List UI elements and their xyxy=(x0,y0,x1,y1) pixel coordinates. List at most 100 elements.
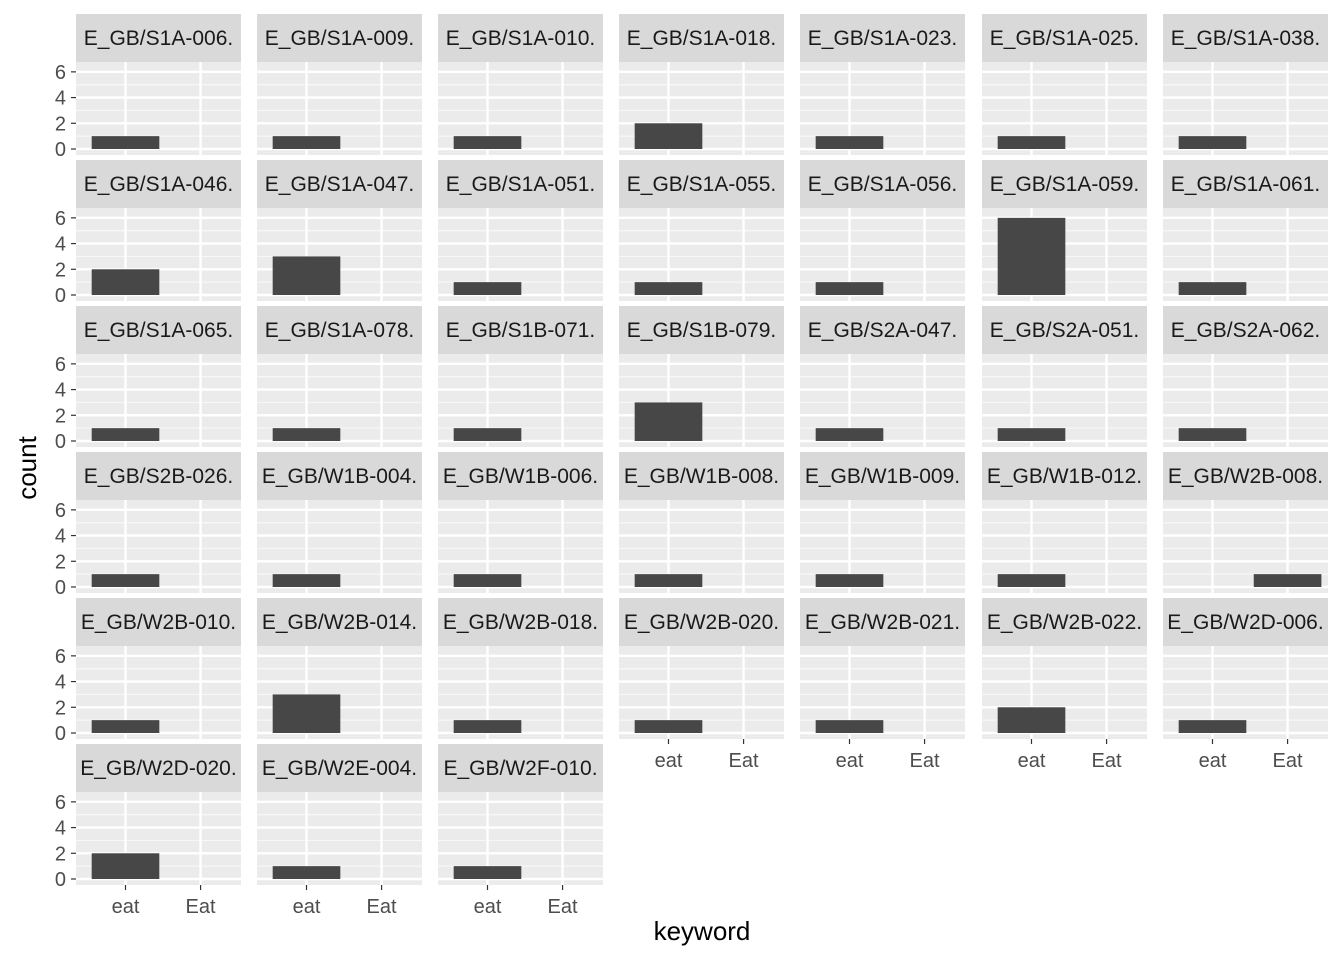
y-tick-label: 2 xyxy=(55,113,66,135)
y-axis-title: count xyxy=(12,435,42,499)
bar-eat xyxy=(1178,428,1247,441)
bar-eat xyxy=(997,136,1066,149)
facet-strip-label: E_GB/S1A-025. xyxy=(990,27,1139,50)
facet-panel: E_GB/S1A-059. xyxy=(982,160,1147,301)
facet-panel: E_GB/W2D-006.eat Eat xyxy=(1163,598,1328,772)
bar-eat xyxy=(453,282,522,295)
facet-strip-label: E_GB/S2A-051. xyxy=(990,319,1139,342)
facet-strip xyxy=(1163,452,1328,500)
bar-eat xyxy=(634,282,703,295)
y-tick-label: 2 xyxy=(55,551,66,573)
facet-panel: E_GB/S1A-046. 0 2 4 6 xyxy=(55,160,241,307)
y-tick-label: 6 xyxy=(55,646,66,668)
facet-strip-label: E_GB/S1A-065. xyxy=(84,319,233,342)
y-tick-label: 4 xyxy=(55,672,66,694)
facet-strip xyxy=(438,14,603,62)
bar-eat xyxy=(453,574,522,587)
facet-strip xyxy=(438,598,603,646)
facet-panel: E_GB/S1A-025. xyxy=(982,14,1147,155)
bar-eat xyxy=(815,428,884,441)
bar-eat xyxy=(453,720,522,733)
facet-strip xyxy=(76,598,241,646)
facet-strip-label: E_GB/W2B-018. xyxy=(443,611,598,634)
x-tick-label: eat xyxy=(655,750,683,772)
bar-eat xyxy=(1178,720,1247,733)
x-tick-label: Eat xyxy=(367,896,397,918)
facet-panel: E_GB/S2B-026. 0 2 4 6 xyxy=(55,452,241,599)
facet-strip-label: E_GB/W1B-004. xyxy=(262,465,417,488)
facet-strip-label: E_GB/W2D-020. xyxy=(80,757,236,780)
facet-strip-label: E_GB/S1B-079. xyxy=(627,319,776,342)
bar-eat xyxy=(91,853,160,879)
facet-strip-label: E_GB/S1A-006. xyxy=(84,27,233,50)
facet-strip-label: E_GB/S1A-056. xyxy=(808,173,957,196)
facet-strip-label: E_GB/W1B-009. xyxy=(805,465,960,488)
facet-strip xyxy=(438,306,603,354)
facet-strip xyxy=(619,306,784,354)
facet-strip xyxy=(982,306,1147,354)
facet-panel: E_GB/S2A-051. xyxy=(982,306,1147,447)
facet-panel: E_GB/W2D-020. 0 2 4 6 eat Eat xyxy=(55,744,241,918)
bar-eat xyxy=(272,256,341,295)
facet-panel: E_GB/S1A-023. xyxy=(800,14,965,155)
y-tick-label: 6 xyxy=(55,354,66,376)
facet-strip xyxy=(257,14,422,62)
facet-panel: E_GB/W1B-006. xyxy=(438,452,603,593)
bar-eat xyxy=(91,720,160,733)
facet-panel: E_GB/W1B-012. xyxy=(982,452,1147,593)
y-tick-label: 2 xyxy=(55,697,66,719)
facet-strip xyxy=(257,598,422,646)
facet-strip-label: E_GB/S1A-023. xyxy=(808,27,957,50)
y-tick-label: 4 xyxy=(55,88,66,110)
bar-eat xyxy=(272,574,341,587)
y-tick-label: 2 xyxy=(55,843,66,865)
bar-eat xyxy=(272,866,341,879)
facet-strip-label: E_GB/W2B-010. xyxy=(81,611,236,634)
facet-strip-label: E_GB/S1A-009. xyxy=(265,27,414,50)
x-tick-label: eat xyxy=(1018,750,1046,772)
facet-strip xyxy=(800,452,965,500)
bar-eat xyxy=(815,720,884,733)
facet-strip-label: E_GB/W1B-008. xyxy=(624,465,779,488)
facet-strip xyxy=(76,306,241,354)
facet-strip xyxy=(76,744,241,792)
facet-panel: E_GB/S2A-047. xyxy=(800,306,965,447)
facet-panel: E_GB/S2A-062. xyxy=(1163,306,1328,447)
facet-strip xyxy=(257,744,422,792)
facet-strip xyxy=(982,160,1147,208)
bar-eat xyxy=(272,694,341,733)
facet-strip xyxy=(800,306,965,354)
y-tick-label: 0 xyxy=(55,285,66,307)
facet-strip xyxy=(619,452,784,500)
facet-strip xyxy=(1163,306,1328,354)
x-tick-label: Eat xyxy=(548,896,578,918)
bar-eat xyxy=(453,136,522,149)
facet-strip xyxy=(619,160,784,208)
x-tick-label: eat xyxy=(112,896,140,918)
facet-strip-label: E_GB/S1A-018. xyxy=(627,27,776,50)
x-tick-label: eat xyxy=(836,750,864,772)
facet-panel: E_GB/W2F-010.eat Eat xyxy=(438,744,603,918)
facet-panel: E_GB/W1B-009. xyxy=(800,452,965,593)
y-tick-label: 2 xyxy=(55,259,66,281)
facet-strip xyxy=(1163,598,1328,646)
facet-strip-label: E_GB/S1A-038. xyxy=(1171,27,1320,50)
facet-panel: E_GB/S1A-038. xyxy=(1163,14,1328,155)
y-tick-label: 6 xyxy=(55,792,66,814)
bar-eat xyxy=(453,866,522,879)
bar-eat xyxy=(91,428,160,441)
x-tick-label: Eat xyxy=(1273,750,1303,772)
x-tick-label: Eat xyxy=(1092,750,1122,772)
y-tick-label: 4 xyxy=(55,818,66,840)
facet-panel: E_GB/S1A-078. xyxy=(257,306,422,447)
facet-panel: E_GB/S1A-061. xyxy=(1163,160,1328,301)
facet-panel: E_GB/S1A-055. xyxy=(619,160,784,301)
facet-panel: E_GB/W2E-004.eat Eat xyxy=(257,744,422,918)
bar-eat xyxy=(815,282,884,295)
facet-strip-label: E_GB/W2B-014. xyxy=(262,611,417,634)
y-tick-label: 4 xyxy=(55,380,66,402)
facet-strip xyxy=(800,160,965,208)
facet-panel: E_GB/S1A-010. xyxy=(438,14,603,155)
facet-strip xyxy=(982,598,1147,646)
